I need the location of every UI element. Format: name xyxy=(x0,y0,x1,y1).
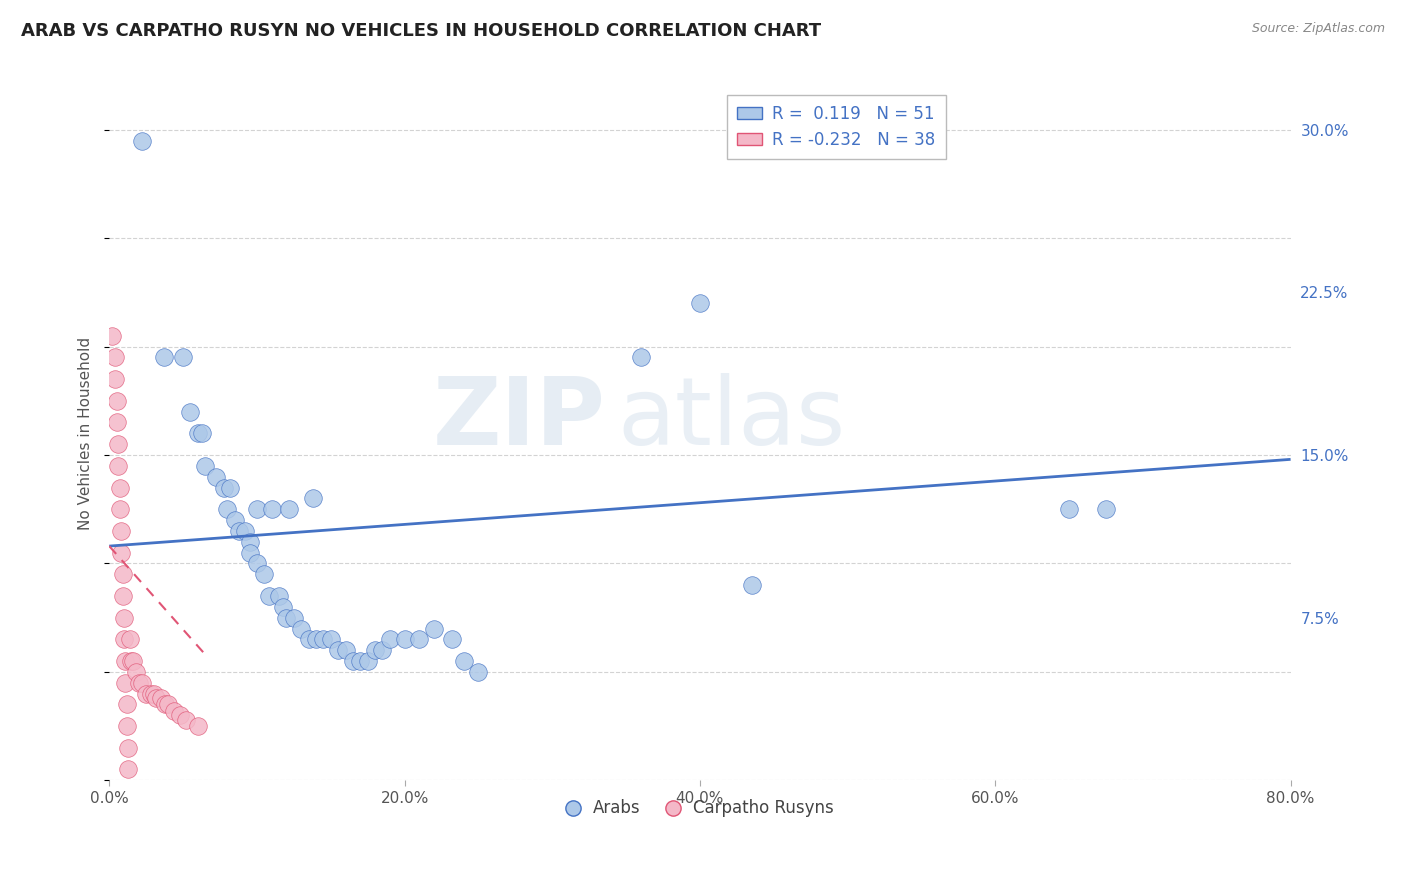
Point xyxy=(108,481,131,495)
Point xyxy=(172,351,194,365)
Point xyxy=(219,481,242,495)
Point xyxy=(267,589,290,603)
Point xyxy=(1057,502,1080,516)
Point xyxy=(125,665,148,679)
Point xyxy=(142,687,165,701)
Point xyxy=(233,524,256,538)
Point xyxy=(238,534,260,549)
Point xyxy=(131,675,153,690)
Point xyxy=(214,481,236,495)
Point xyxy=(276,610,298,624)
Point xyxy=(204,469,226,483)
Y-axis label: No Vehicles in Household: No Vehicles in Household xyxy=(79,337,93,530)
Point xyxy=(101,328,124,343)
Point xyxy=(290,622,312,636)
Point xyxy=(305,632,328,647)
Point xyxy=(139,687,162,701)
Point xyxy=(131,134,153,148)
Point xyxy=(117,763,139,777)
Point xyxy=(741,578,763,592)
Point xyxy=(104,351,127,365)
Point xyxy=(163,704,186,718)
Point xyxy=(105,416,128,430)
Point xyxy=(112,632,135,647)
Point xyxy=(111,589,134,603)
Point xyxy=(1095,502,1118,516)
Point xyxy=(122,654,145,668)
Point xyxy=(145,690,167,705)
Point xyxy=(257,589,280,603)
Point xyxy=(273,599,295,614)
Point xyxy=(349,654,371,668)
Point xyxy=(326,643,349,657)
Point xyxy=(115,698,138,712)
Point xyxy=(356,654,378,668)
Point xyxy=(342,654,364,668)
Point xyxy=(128,675,150,690)
Text: atlas: atlas xyxy=(617,374,845,466)
Point xyxy=(104,372,127,386)
Point xyxy=(110,546,132,560)
Point xyxy=(179,404,201,418)
Point xyxy=(117,740,139,755)
Point xyxy=(108,502,131,516)
Point xyxy=(440,632,463,647)
Point xyxy=(155,698,177,712)
Point xyxy=(107,437,129,451)
Legend: Arabs, Carpatho Rusyns: Arabs, Carpatho Rusyns xyxy=(560,793,839,824)
Point xyxy=(157,698,180,712)
Point xyxy=(135,687,157,701)
Point xyxy=(371,643,394,657)
Point xyxy=(114,675,136,690)
Point xyxy=(118,632,141,647)
Point xyxy=(312,632,335,647)
Text: ZIP: ZIP xyxy=(433,374,606,466)
Point xyxy=(111,567,134,582)
Text: ARAB VS CARPATHO RUSYN NO VEHICLES IN HOUSEHOLD CORRELATION CHART: ARAB VS CARPATHO RUSYN NO VEHICLES IN HO… xyxy=(21,22,821,40)
Point xyxy=(149,690,172,705)
Point xyxy=(224,513,246,527)
Text: Source: ZipAtlas.com: Source: ZipAtlas.com xyxy=(1251,22,1385,36)
Point xyxy=(378,632,401,647)
Point xyxy=(278,502,301,516)
Point xyxy=(107,458,129,473)
Point xyxy=(174,713,197,727)
Point xyxy=(260,502,283,516)
Point xyxy=(246,557,269,571)
Point xyxy=(253,567,276,582)
Point xyxy=(194,458,217,473)
Point xyxy=(394,632,416,647)
Point xyxy=(364,643,387,657)
Point xyxy=(187,719,209,733)
Point xyxy=(112,610,135,624)
Point xyxy=(408,632,430,647)
Point xyxy=(217,502,239,516)
Point xyxy=(467,665,489,679)
Point xyxy=(187,426,209,441)
Point xyxy=(238,546,260,560)
Point xyxy=(302,491,325,506)
Point xyxy=(228,524,250,538)
Point xyxy=(453,654,475,668)
Point xyxy=(297,632,319,647)
Point xyxy=(153,351,176,365)
Point xyxy=(114,654,136,668)
Point xyxy=(246,502,269,516)
Point xyxy=(110,524,132,538)
Point xyxy=(283,610,305,624)
Point xyxy=(169,708,191,723)
Point xyxy=(319,632,342,647)
Point xyxy=(120,654,142,668)
Point xyxy=(630,351,652,365)
Point xyxy=(335,643,357,657)
Point xyxy=(105,393,128,408)
Point xyxy=(689,296,711,310)
Point xyxy=(423,622,446,636)
Point xyxy=(115,719,138,733)
Point xyxy=(191,426,214,441)
